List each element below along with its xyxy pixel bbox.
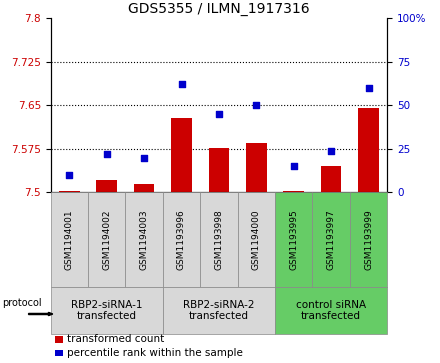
Text: GSM1193996: GSM1193996 <box>177 209 186 270</box>
Text: GSM1193997: GSM1193997 <box>326 209 336 270</box>
Text: RBP2-siRNA-2
transfected: RBP2-siRNA-2 transfected <box>183 299 255 321</box>
Point <box>253 102 260 108</box>
Text: GSM1193999: GSM1193999 <box>364 209 373 270</box>
Title: GDS5355 / ILMN_1917316: GDS5355 / ILMN_1917316 <box>128 2 310 16</box>
Text: control siRNA
transfected: control siRNA transfected <box>296 299 366 321</box>
Point <box>141 155 148 160</box>
Point <box>365 85 372 91</box>
Point <box>216 111 222 117</box>
Bar <box>321 166 341 192</box>
Text: transformed count: transformed count <box>67 334 165 344</box>
Bar <box>358 108 379 192</box>
Bar <box>246 143 267 192</box>
Text: RBP2-siRNA-1
transfected: RBP2-siRNA-1 transfected <box>71 299 143 321</box>
Point <box>66 172 73 178</box>
Text: GSM1194000: GSM1194000 <box>252 209 261 270</box>
Point <box>103 151 110 157</box>
Text: GSM1193998: GSM1193998 <box>214 209 224 270</box>
Point <box>327 148 335 154</box>
Bar <box>134 184 154 192</box>
Text: GSM1194002: GSM1194002 <box>102 209 111 270</box>
Text: GSM1194001: GSM1194001 <box>65 209 74 270</box>
Point <box>290 163 297 169</box>
Text: protocol: protocol <box>2 298 42 308</box>
Bar <box>283 191 304 192</box>
Text: GSM1193995: GSM1193995 <box>289 209 298 270</box>
Bar <box>171 118 192 192</box>
Text: percentile rank within the sample: percentile rank within the sample <box>67 348 243 358</box>
Text: GSM1194003: GSM1194003 <box>139 209 149 270</box>
Bar <box>96 180 117 192</box>
Bar <box>209 148 229 192</box>
Bar <box>59 191 80 192</box>
Point <box>178 81 185 87</box>
